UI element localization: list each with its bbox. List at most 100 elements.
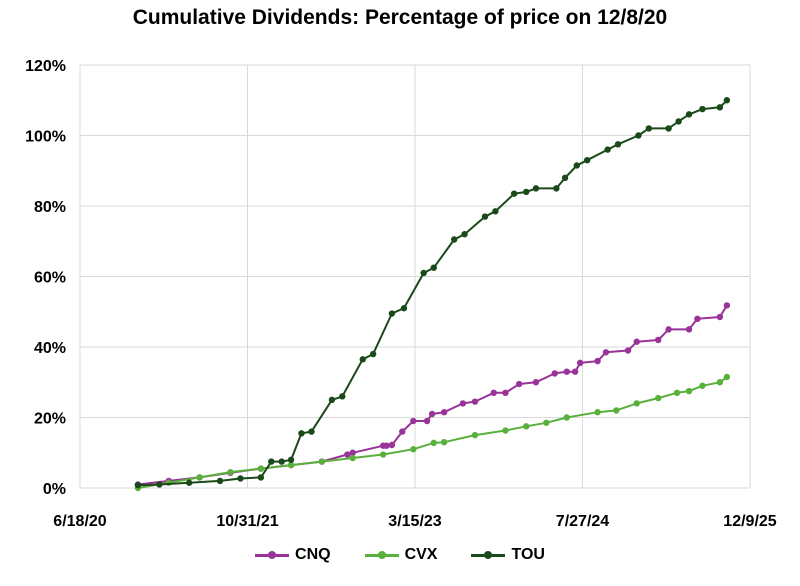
- data-point-tou: [369, 350, 377, 358]
- data-point-cnq: [655, 336, 662, 344]
- data-point-cnq: [471, 398, 479, 405]
- data-point-tou: [298, 430, 305, 437]
- data-point-cnq: [410, 417, 417, 425]
- data-point-cvx: [257, 465, 265, 472]
- data-point-cvx: [502, 427, 509, 434]
- legend-item-cnq: CNQ: [255, 546, 331, 564]
- data-point-tou: [510, 190, 518, 197]
- data-point-tou: [278, 458, 285, 465]
- y-tick-label: 100%: [25, 129, 66, 146]
- data-point-cnq: [551, 370, 558, 377]
- legend-item-cvx: CVX: [364, 546, 437, 564]
- data-point-tou: [723, 97, 731, 104]
- data-point-tou: [645, 125, 653, 132]
- data-point-tou: [553, 185, 560, 192]
- data-point-tou: [339, 393, 346, 400]
- data-point-cvx: [563, 414, 570, 421]
- data-point-cvx: [318, 458, 326, 465]
- data-point-cvx: [379, 451, 387, 458]
- data-point-tou: [583, 156, 591, 164]
- legend-item-tou: TOU: [471, 546, 545, 564]
- data-point-cnq: [459, 400, 467, 407]
- data-point-cnq: [694, 315, 701, 322]
- x-tick-label: 6/18/20: [53, 513, 106, 530]
- data-point-tou: [216, 477, 224, 485]
- data-point-cvx: [673, 389, 681, 397]
- data-point-cnq: [532, 379, 540, 386]
- series-line-cnq: [137, 304, 728, 486]
- data-point-cnq: [716, 313, 724, 321]
- legend: CNQ CVX TOU: [0, 546, 800, 564]
- data-point-tou: [186, 479, 193, 486]
- data-point-cnq: [685, 326, 693, 333]
- data-point-cvx: [227, 468, 234, 476]
- y-tick-label: 0%: [43, 481, 66, 498]
- data-point-tou: [308, 428, 315, 435]
- series-line-cvx: [137, 376, 728, 489]
- data-point-cnq: [428, 410, 436, 418]
- data-point-cnq: [624, 347, 632, 354]
- data-point-cnq: [723, 302, 731, 309]
- data-point-tou: [257, 474, 265, 481]
- data-point-tou: [287, 456, 295, 463]
- data-point-cvx: [633, 400, 640, 407]
- data-point-tou: [573, 162, 581, 169]
- legend-swatch-tou: [471, 550, 506, 559]
- data-point-tou: [400, 305, 408, 312]
- data-point-tou: [685, 111, 693, 118]
- data-point-tou: [156, 481, 163, 488]
- legend-swatch-cvx: [364, 550, 399, 559]
- data-point-cnq: [440, 409, 448, 416]
- data-point-cnq: [571, 368, 579, 375]
- data-point-tou: [604, 146, 611, 153]
- data-point-cnq: [388, 441, 396, 449]
- data-point-tou: [359, 356, 366, 363]
- chart-title: Cumulative Dividends: Percentage of pric…: [132, 6, 668, 29]
- legend-swatch-cnq: [255, 550, 290, 559]
- data-point-tou: [675, 118, 682, 125]
- data-point-cnq: [576, 359, 584, 367]
- data-point-tou: [614, 141, 622, 148]
- data-point-cvx: [287, 461, 295, 469]
- y-tick-label: 80%: [34, 199, 66, 216]
- y-tick-label: 40%: [34, 340, 66, 357]
- data-point-cnq: [502, 389, 509, 397]
- data-point-cnq: [423, 417, 431, 425]
- data-point-tou: [134, 481, 142, 489]
- data-point-tou: [430, 264, 437, 271]
- data-point-cvx: [613, 407, 620, 414]
- data-point-cnq: [602, 349, 610, 356]
- data-point-cnq: [515, 380, 523, 388]
- data-point-cnq: [633, 338, 640, 345]
- data-point-cnq: [594, 357, 601, 365]
- data-point-cvx: [594, 409, 601, 416]
- data-point-cvx: [196, 474, 203, 481]
- x-tick-label: 10/31/21: [216, 513, 278, 530]
- data-point-cvx: [699, 382, 706, 389]
- data-point-cvx: [523, 423, 530, 430]
- y-tick-label: 60%: [34, 270, 66, 287]
- data-point-tou: [523, 188, 530, 196]
- data-point-cnq: [344, 451, 351, 458]
- data-point-cnq: [399, 428, 406, 435]
- data-point-tou: [237, 475, 244, 482]
- y-tick-label: 120%: [25, 58, 66, 75]
- data-point-cvx: [440, 438, 448, 446]
- data-point-cvx: [716, 379, 724, 386]
- data-point-tou: [450, 236, 458, 243]
- x-tick-label: 12/9/25: [723, 513, 776, 530]
- data-point-tou: [665, 125, 672, 132]
- data-point-cvx: [543, 419, 550, 426]
- data-point-cvx: [723, 373, 731, 381]
- data-point-tou: [481, 213, 489, 220]
- data-point-cnq: [383, 442, 390, 449]
- data-point-tou: [561, 174, 569, 181]
- data-point-cvx: [471, 431, 479, 439]
- data-point-tou: [388, 310, 396, 317]
- y-tick-label: 20%: [34, 411, 66, 428]
- data-point-tou: [328, 396, 336, 404]
- data-point-cvx: [430, 439, 437, 447]
- legend-label-cnq: CNQ: [295, 546, 331, 563]
- data-point-cnq: [563, 368, 570, 375]
- data-point-tou: [268, 458, 275, 465]
